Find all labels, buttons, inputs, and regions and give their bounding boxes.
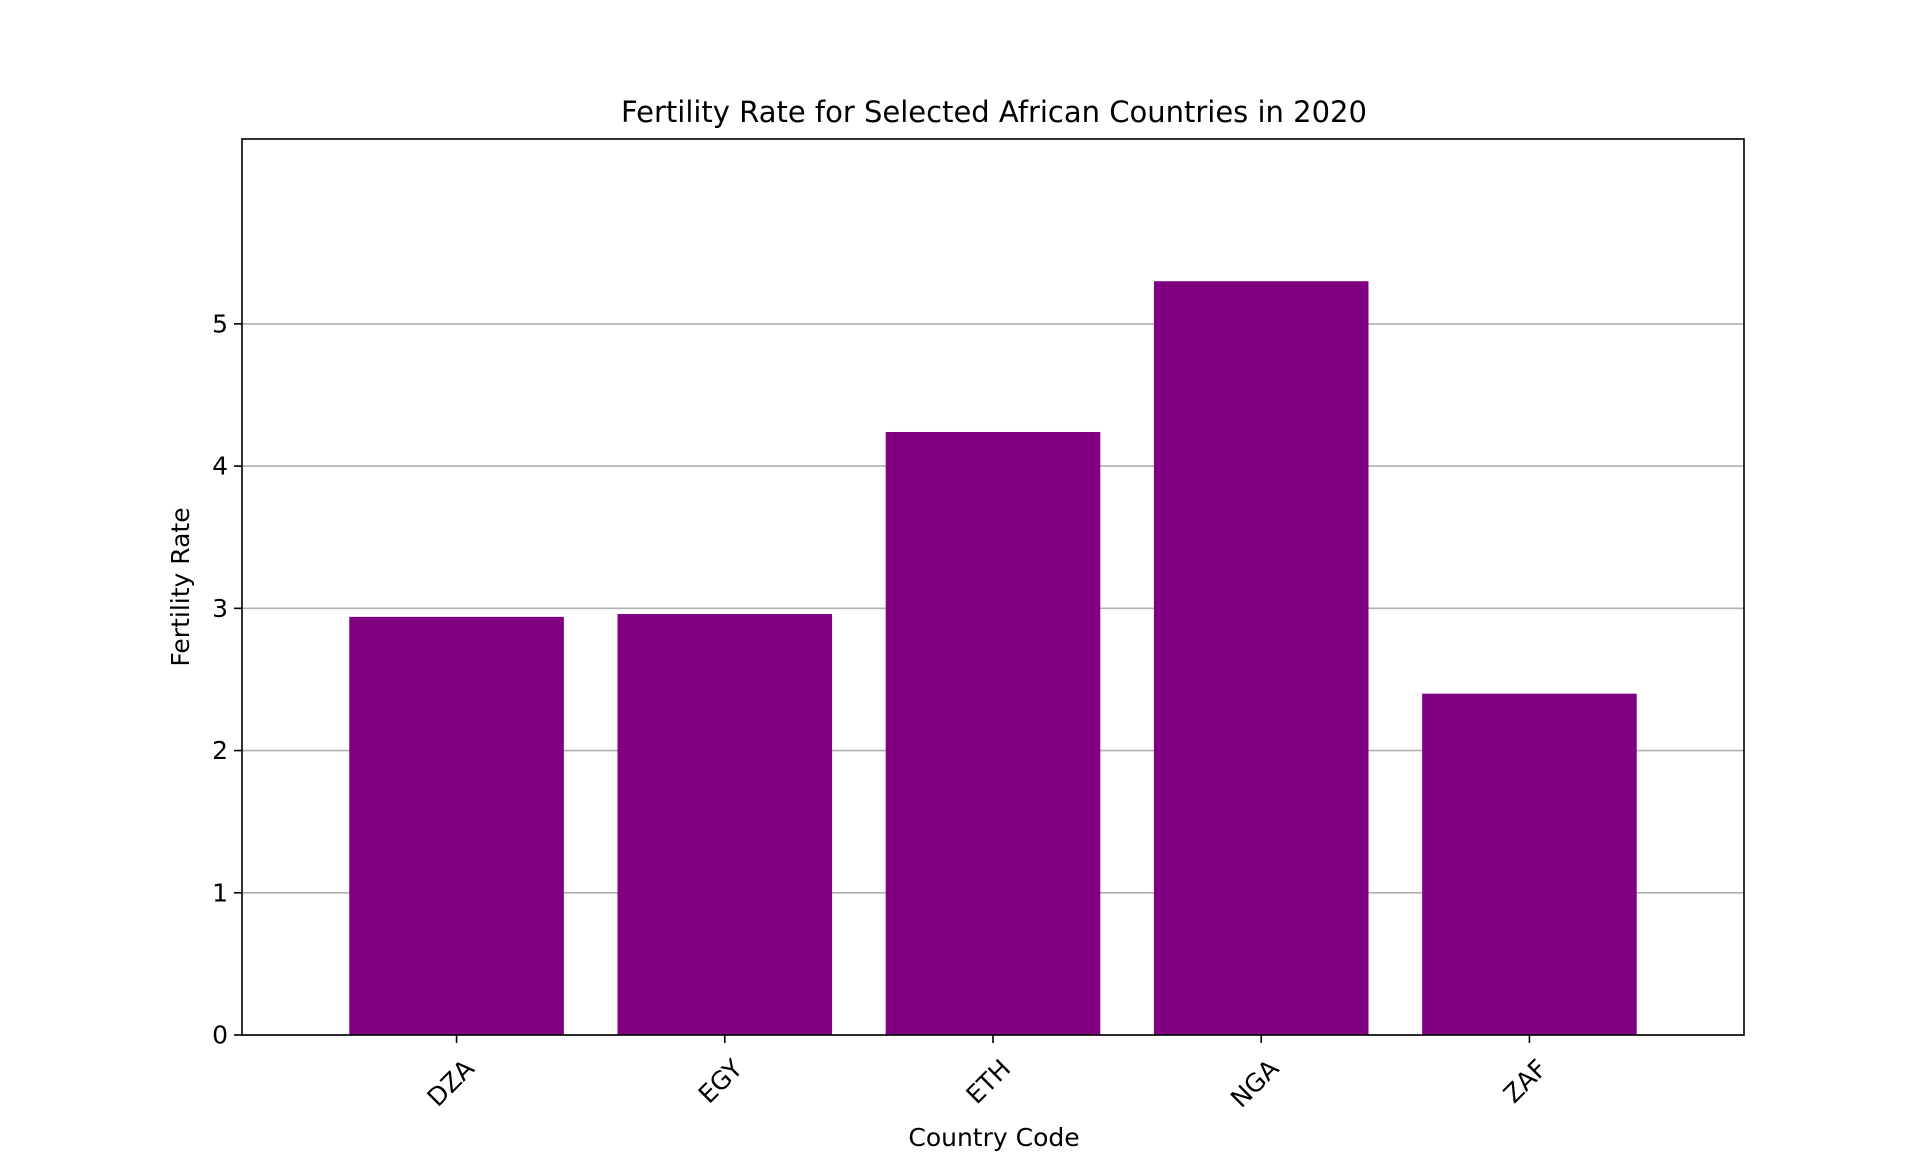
x-axis-ticks: DZA EGY ETH NGA ZAF bbox=[422, 1035, 1553, 1113]
bar-nga bbox=[1153, 281, 1369, 1035]
x-tick-label: DZA bbox=[422, 1054, 480, 1112]
x-tick-label: ZAF bbox=[1498, 1054, 1553, 1109]
bars bbox=[349, 281, 1637, 1035]
x-tick-label: NGA bbox=[1225, 1054, 1285, 1114]
bar-dza bbox=[349, 616, 564, 1035]
y-tick-label: 4 bbox=[212, 452, 228, 481]
bar-eth bbox=[885, 431, 1101, 1035]
y-tick-label: 0 bbox=[212, 1021, 228, 1050]
x-tick-label: ETH bbox=[960, 1054, 1016, 1110]
x-axis-label: Country Code bbox=[908, 1123, 1079, 1152]
y-tick-label: 5 bbox=[212, 309, 228, 338]
chart-title: Fertility Rate for Selected African Coun… bbox=[621, 95, 1367, 129]
y-axis-ticks: 0 1 2 3 4 5 bbox=[212, 309, 242, 1050]
bar-zaf bbox=[1422, 693, 1637, 1035]
y-axis-label: Fertility Rate bbox=[166, 507, 195, 666]
y-tick-label: 2 bbox=[212, 736, 228, 765]
x-tick-label: EGY bbox=[693, 1053, 749, 1109]
y-tick-label: 1 bbox=[212, 878, 228, 907]
bar-egy bbox=[617, 614, 833, 1035]
y-tick-label: 3 bbox=[212, 594, 228, 623]
